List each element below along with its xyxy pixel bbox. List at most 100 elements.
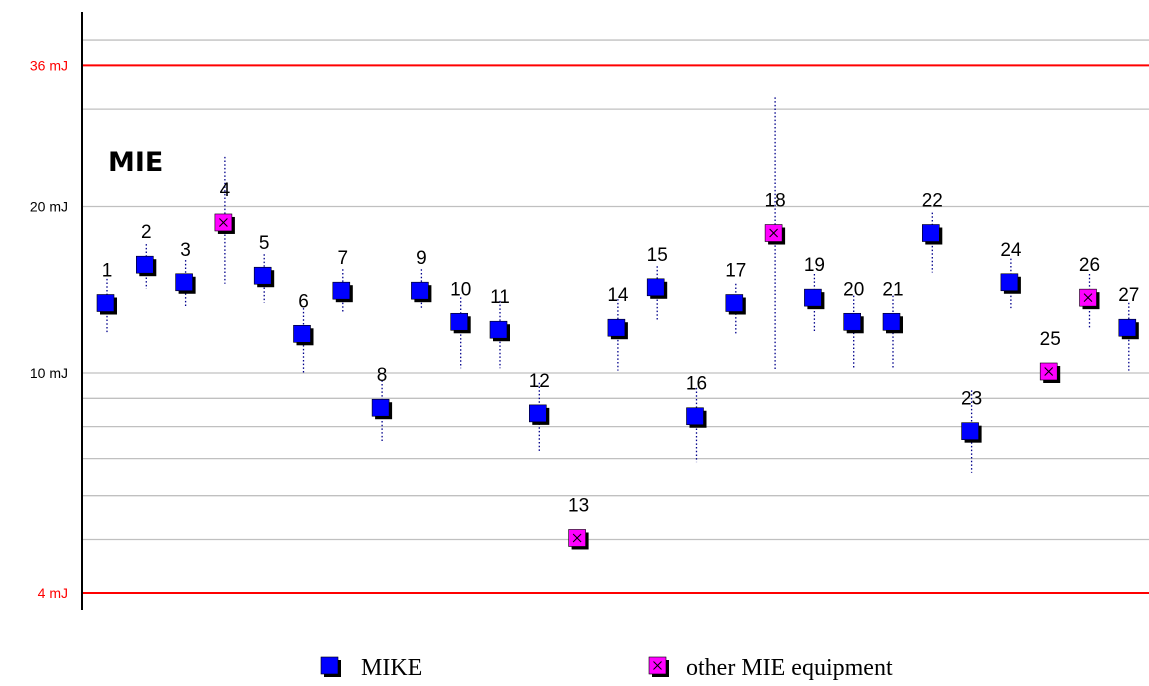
point-label-6: 6 xyxy=(298,291,309,312)
marker-4 xyxy=(214,213,235,234)
legend-marker-other-mie-equipment-cross-b xyxy=(653,661,662,670)
marker-12-fill xyxy=(528,404,547,423)
point-label-7: 7 xyxy=(338,248,349,269)
marker-11-fill xyxy=(489,320,508,339)
marker-25-cross-b xyxy=(1044,367,1054,376)
marker-5 xyxy=(253,266,275,288)
point-label-1: 1 xyxy=(102,261,113,282)
marker-24-fill xyxy=(1000,273,1019,292)
marker-26-cross-b xyxy=(1083,293,1093,303)
marker-6-fill xyxy=(293,324,311,343)
legend-item-other-mie-equipment: other MIE equipment xyxy=(648,655,893,681)
marker-26 xyxy=(1079,288,1100,310)
marker-18 xyxy=(764,224,786,245)
point-label-14: 14 xyxy=(607,285,629,306)
marker-10-fill xyxy=(450,312,469,331)
reference-lines xyxy=(82,64,1149,595)
legend-marker-other-mie-equipment xyxy=(648,656,669,677)
point-label-12: 12 xyxy=(529,371,550,392)
marker-14 xyxy=(607,318,628,340)
point-label-19: 19 xyxy=(804,255,825,276)
marker-19 xyxy=(804,288,825,310)
legend-swatch-mike xyxy=(320,656,341,677)
marker-4-cross-b xyxy=(219,218,228,227)
marker-8-fill xyxy=(371,398,390,417)
point-label-2: 2 xyxy=(141,222,152,243)
point-label-18: 18 xyxy=(765,191,786,212)
legend-swatch-other-mie-equipment xyxy=(648,656,669,677)
marker-5-fill xyxy=(253,266,272,285)
legend-marker-mike xyxy=(320,656,341,677)
marker-16-fill xyxy=(686,407,704,426)
grid-lines xyxy=(82,39,1149,541)
marker-1 xyxy=(96,294,117,315)
point-label-15: 15 xyxy=(647,245,668,266)
marker-21-fill xyxy=(882,312,901,331)
marker-18-cross-b xyxy=(769,228,778,238)
point-label-22: 22 xyxy=(922,191,943,212)
chart-title: MIE xyxy=(108,147,163,178)
marker-22-fill xyxy=(921,224,940,242)
marker-22 xyxy=(921,224,943,245)
point-label-25: 25 xyxy=(1040,329,1061,350)
point-label-9: 9 xyxy=(416,248,427,269)
point-label-11: 11 xyxy=(490,287,510,308)
point-label-17: 17 xyxy=(725,261,746,282)
marker-3-fill xyxy=(175,273,193,292)
marker-11 xyxy=(489,320,510,342)
marker-21 xyxy=(882,312,903,334)
marker-13 xyxy=(568,529,589,550)
marker-7 xyxy=(332,281,353,303)
marker-1-fill xyxy=(96,294,115,312)
marker-25 xyxy=(1039,362,1061,383)
marker-9 xyxy=(411,281,432,303)
marker-8 xyxy=(371,398,393,420)
y-tick-label-10-mj: 10 mJ xyxy=(30,365,68,381)
marker-15-fill xyxy=(646,278,665,297)
point-label-5: 5 xyxy=(259,233,270,254)
marker-6 xyxy=(293,324,314,346)
marker-17 xyxy=(725,294,746,315)
marker-23 xyxy=(961,422,982,443)
point-label-8: 8 xyxy=(377,365,388,386)
legend-marker-mike-fill xyxy=(320,656,339,675)
point-label-3: 3 xyxy=(180,240,191,261)
marker-2-fill xyxy=(136,255,154,274)
marker-15 xyxy=(646,278,668,299)
y-tick-label-20-mj: 20 mJ xyxy=(30,199,68,215)
point-label-20: 20 xyxy=(843,279,864,300)
marker-16 xyxy=(686,407,707,428)
marker-7-fill xyxy=(332,281,351,300)
legend-item-mike: MIKE xyxy=(320,655,422,681)
marker-20 xyxy=(843,312,864,334)
point-label-27: 27 xyxy=(1118,285,1139,306)
legend-label-other-mie-equipment: other MIE equipment xyxy=(686,655,893,681)
point-label-4: 4 xyxy=(220,180,231,201)
marker-23-fill xyxy=(961,422,979,440)
point-label-13: 13 xyxy=(568,495,589,516)
y-tick-labels: 4 mJ 10 mJ 20 mJ 36 mJ xyxy=(30,57,68,601)
point-label-16: 16 xyxy=(686,374,707,395)
marker-20-fill xyxy=(843,312,862,331)
marker-27 xyxy=(1118,318,1139,340)
point-label-23: 23 xyxy=(961,389,982,410)
marker-3 xyxy=(175,273,196,294)
marker-13-cross-b xyxy=(572,533,582,543)
marker-10 xyxy=(450,312,471,334)
y-tick-label-36-mj: 36 mJ xyxy=(30,57,68,73)
marker-2 xyxy=(136,255,157,277)
marker-14-fill xyxy=(607,318,626,337)
y-tick-label-4-mj: 4 mJ xyxy=(38,585,68,601)
point-label-24: 24 xyxy=(1000,240,1022,261)
point-label-10: 10 xyxy=(450,279,471,300)
point-label-21: 21 xyxy=(882,279,903,300)
legend: MIKE other MIE equipment xyxy=(320,655,893,681)
data-markers xyxy=(96,213,1139,550)
legend-label-mike: MIKE xyxy=(361,655,422,681)
marker-24 xyxy=(1000,273,1021,294)
marker-19-fill xyxy=(804,288,822,307)
marker-9-fill xyxy=(411,281,429,300)
point-label-26: 26 xyxy=(1079,255,1100,276)
